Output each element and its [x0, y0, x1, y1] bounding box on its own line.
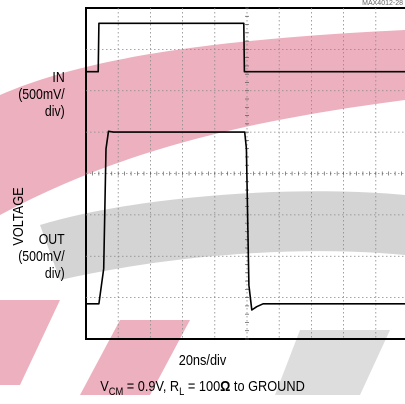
- watermark-gray-shape-right: [275, 330, 390, 395]
- y-axis-label: VOLTAGE: [9, 187, 27, 246]
- in-trace-name: IN: [52, 69, 65, 86]
- vcm-symbol: V: [100, 378, 109, 395]
- vcm-subscript: CM: [108, 386, 124, 398]
- out-trace-scale: (500mV/: [18, 248, 65, 265]
- plot-grid: [85, 7, 405, 340]
- vcm-value: = 0.9V, R: [123, 378, 180, 395]
- rl-value: = 100: [184, 378, 221, 395]
- in-trace-div: div): [45, 103, 65, 120]
- plot-traces: [86, 22, 405, 311]
- figure-id: MAX4012-28: [362, 0, 403, 7]
- out-trace-div: div): [45, 265, 65, 282]
- watermark-gray-band: [40, 191, 405, 280]
- test-conditions: VCM = 0.9V, RL = 100Ω to GROUND: [30, 378, 374, 398]
- ohm-symbol: Ω: [220, 378, 231, 395]
- in-trace-scale: (500mV/: [18, 86, 65, 103]
- trace-out: [86, 130, 405, 311]
- watermark-red-band: [0, 30, 405, 215]
- rl-subscript: L: [179, 386, 185, 398]
- conditions-tail: to GROUND: [230, 378, 305, 395]
- x-axis-label: 20ns/div: [178, 352, 227, 369]
- out-trace-label: OUT (500mV/ div): [19, 231, 65, 282]
- out-trace-name: OUT: [39, 231, 65, 248]
- watermark-red-shape-left: [0, 300, 60, 385]
- trace-in: [86, 22, 405, 73]
- in-trace-label: IN (500mV/ div): [19, 69, 65, 120]
